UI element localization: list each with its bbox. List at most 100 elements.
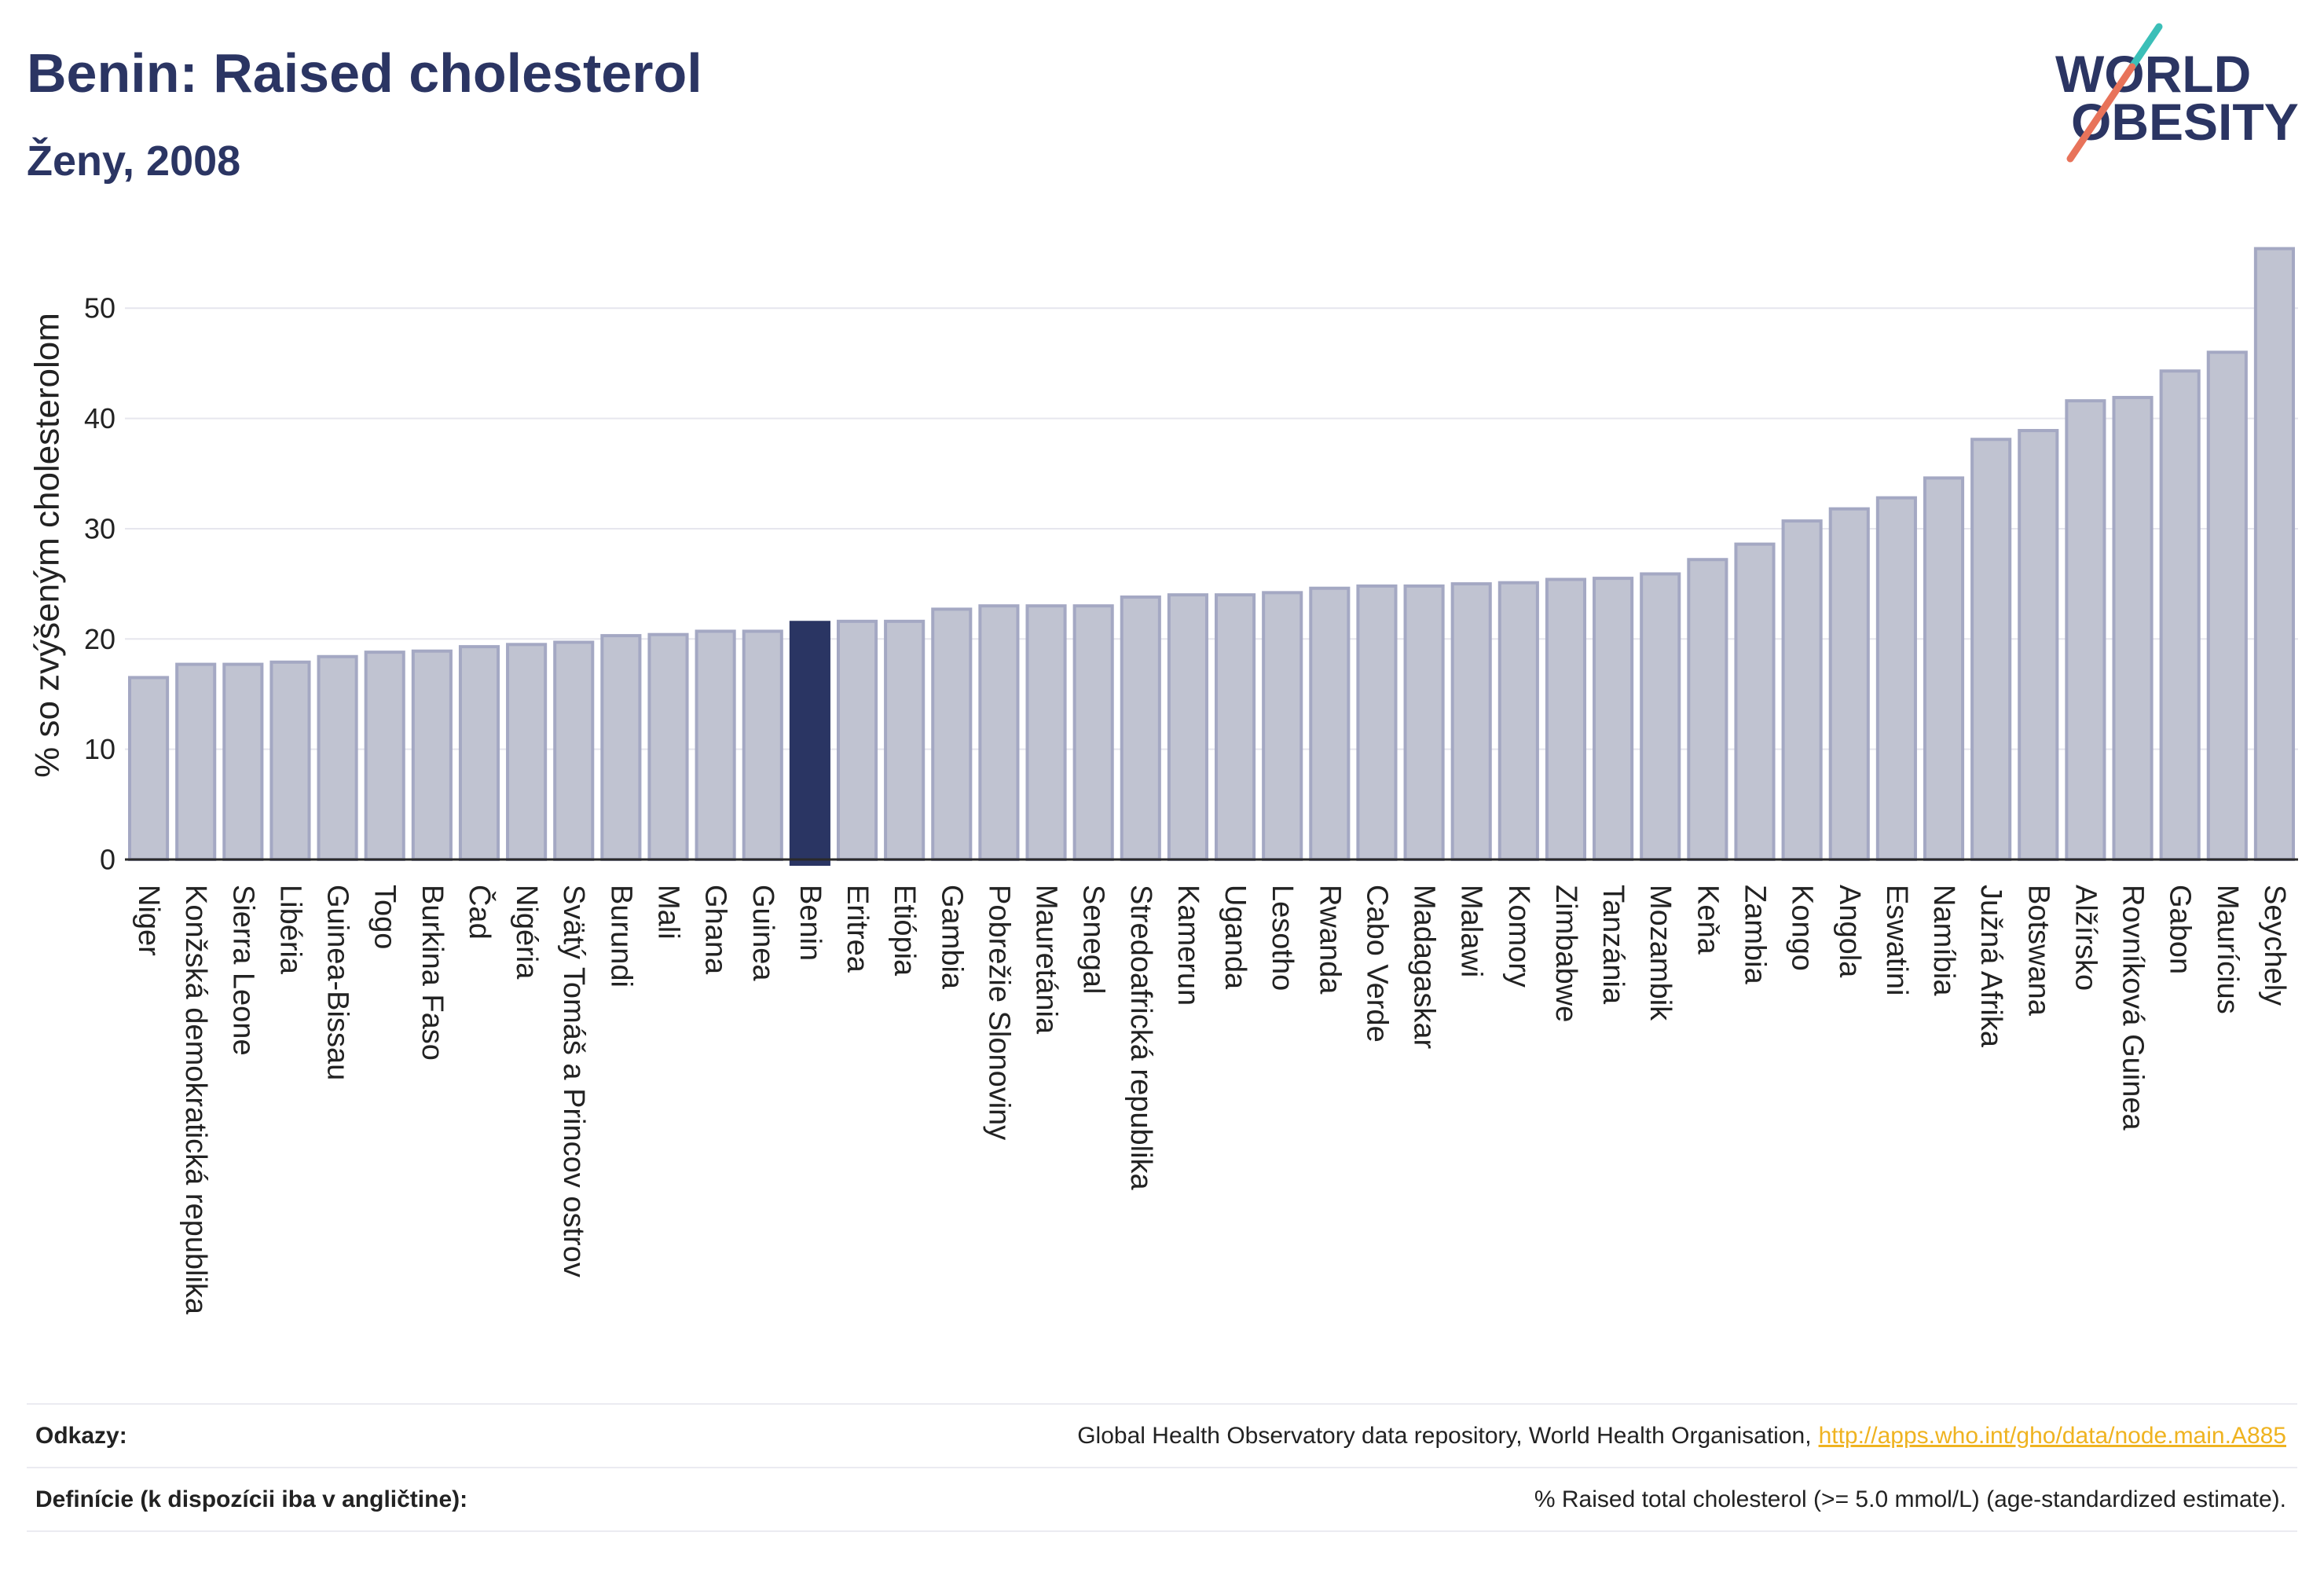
bar-malawi (1450, 582, 1492, 861)
x-tick-label: Tanzánia (1596, 885, 1629, 1005)
x-tick-label: Konžská demokratická republika (179, 885, 212, 1315)
x-tick-label: Gambia (935, 885, 968, 990)
x-tick-label: Botswana (2022, 885, 2055, 1017)
x-tick-label: Uganda (1219, 885, 1252, 990)
x-tick-label: Zambia (1739, 885, 1772, 985)
bar-nigeria (506, 643, 548, 861)
bar-konzska-demokraticka-republika (175, 662, 217, 861)
bar-svaty-tomas-a-princov-ostrov (553, 640, 595, 862)
bar-sierra-leone (222, 662, 264, 861)
definition-label: Definície (k dispozícii iba v angličtine… (35, 1486, 468, 1512)
bar-burundi (600, 634, 642, 861)
x-tick-label: Eritrea (841, 885, 874, 973)
bar-eswatini (1875, 496, 1917, 861)
x-tick-label: Benin (794, 885, 827, 961)
y-axis-title: % so zvýšeným cholesterolom (28, 313, 67, 778)
x-axis-ticks: Niger Konžská demokratická republika Sierr… (132, 885, 2291, 1315)
x-tick-label: Sierra Leone (226, 885, 259, 1056)
bar-cabo-verde (1356, 584, 1398, 861)
bar-tanzania (1593, 577, 1634, 862)
x-tick-label: Lesotho (1266, 885, 1299, 991)
bar-seychely (2253, 247, 2295, 862)
bar-mauricius (2206, 350, 2248, 861)
x-tick-label: Senegal (1077, 885, 1110, 994)
bar-namibia (1923, 476, 1965, 862)
x-tick-label: Južná Afrika (1974, 885, 2007, 1048)
sources-text: Global Health Observatory data repositor… (1077, 1422, 1812, 1449)
x-tick-label: Etiópia (888, 885, 921, 977)
bar-angola (1828, 507, 1870, 861)
x-tick-label: Burkina Faso (416, 885, 449, 1061)
x-tick-label: Niger (132, 885, 165, 956)
bar-liberia (269, 660, 311, 861)
bar-komory (1497, 581, 1539, 861)
sources-label: Odkazy: (35, 1422, 127, 1449)
x-tick-label: Maurícius (2211, 885, 2244, 1014)
bar-gambia (931, 607, 973, 861)
bar-zambia (1734, 542, 1776, 861)
x-tick-label: Cabo Verde (1360, 885, 1393, 1043)
x-tick-label: Kamerun (1171, 885, 1204, 1006)
x-tick-label: Keňa (1691, 885, 1724, 955)
bar-mozambik (1640, 572, 1681, 861)
bar-mali (647, 632, 689, 861)
logo-slash-top (2128, 23, 2163, 71)
bar-lesotho (1262, 591, 1303, 861)
x-tick-label: Komory (1502, 885, 1535, 988)
bar-guinea-bissau (317, 654, 358, 861)
bar-chart: 0 10 20 30 40 50 Niger Konžská demokratická re… (28, 247, 2298, 1315)
bar-benin (789, 621, 830, 866)
x-tick-label: Rovníková Guinea (2117, 885, 2150, 1131)
x-tick-label: Malawi (1455, 885, 1488, 977)
y-tick-label: 30 (84, 512, 115, 544)
sources-link[interactable]: http://apps.who.int/gho/data/node.main.A… (1818, 1422, 2286, 1449)
y-axis-ticks: 0 10 20 30 40 50 (84, 292, 115, 876)
bar-juzna-afrika (1970, 438, 2012, 861)
bars (128, 247, 2295, 866)
definition-text: % Raised total cholesterol (>= 5.0 mmol/… (1534, 1486, 2286, 1512)
x-tick-label: Nigéria (510, 885, 543, 980)
bar-alzirsko (2065, 399, 2106, 861)
x-tick-label: Alžírsko (2069, 885, 2102, 991)
logo-word-world: WORLD (2055, 45, 2251, 103)
bar-rwanda (1309, 586, 1351, 861)
sources-value: Global Health Observatory data repositor… (1077, 1423, 2286, 1450)
x-tick-label: Libéria (273, 885, 306, 975)
footer: Odkazy: Global Health Observatory data r… (27, 1403, 2297, 1532)
bar-uganda (1215, 593, 1256, 861)
sources-row: Odkazy: Global Health Observatory data r… (27, 1403, 2297, 1467)
x-tick-label: Rwanda (1313, 885, 1346, 995)
bar-etiopia (884, 619, 926, 861)
x-tick-label: Madagaskar (1408, 885, 1441, 1049)
page-title: Benin: Raised cholesterol (27, 42, 702, 104)
bar-botswana (2018, 429, 2059, 861)
definition-row: Definície (k dispozícii iba v angličtine… (27, 1467, 2297, 1532)
x-tick-label: Togo (368, 885, 401, 949)
x-tick-label: Mozambik (1644, 885, 1677, 1021)
x-tick-label: Eswatini (1880, 885, 1913, 996)
y-tick-label: 20 (84, 623, 115, 655)
bar-kena (1687, 558, 1728, 861)
x-tick-label: Guinea-Bissau (321, 885, 354, 1080)
bar-eritrea (836, 619, 878, 861)
x-tick-label: Seychely (2258, 885, 2291, 1006)
x-tick-label: Kongo (1786, 885, 1819, 971)
bar-mauretania (1025, 604, 1067, 861)
x-tick-label: Pobrežie Slonoviny (982, 885, 1015, 1140)
bar-gabon (2159, 369, 2201, 861)
x-tick-label: Mauretánia (1030, 885, 1063, 1035)
x-tick-label: Mali (652, 885, 685, 940)
x-tick-label: Angola (1833, 885, 1866, 978)
bar-niger (128, 676, 170, 862)
bar-togo (364, 651, 405, 862)
bar-cad (458, 645, 500, 861)
world-obesity-logo: WORLD OBESITY (2055, 23, 2299, 163)
bar-kongo (1781, 519, 1823, 861)
bar-guinea (742, 629, 783, 861)
x-tick-label: Guinea (746, 885, 779, 981)
page-subtitle: Ženy, 2008 (27, 137, 241, 185)
logo-slash-bottom (2066, 63, 2136, 163)
bar-rovnikova-guinea (2112, 395, 2154, 861)
y-tick-label: 0 (100, 844, 115, 876)
x-tick-label: Čad (463, 885, 497, 940)
